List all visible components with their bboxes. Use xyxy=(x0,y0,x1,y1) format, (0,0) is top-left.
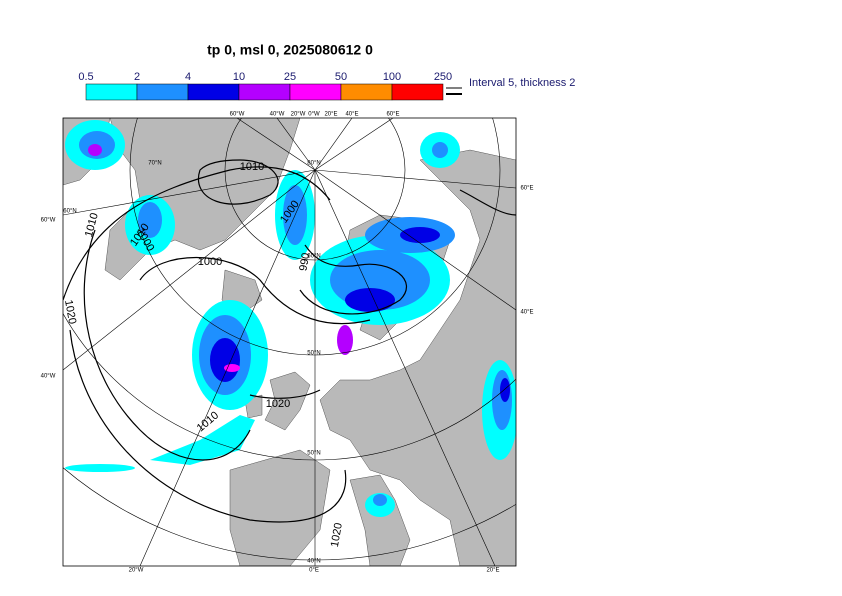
legend-swatch xyxy=(85,83,138,101)
contour-label: 1010 xyxy=(240,161,264,173)
legend-label: 10 xyxy=(233,71,245,83)
legend-swatch xyxy=(289,83,342,101)
graticule-label: 50°N xyxy=(307,451,320,457)
graticule-label: 40°E xyxy=(520,310,533,316)
graticule-label: 40°N xyxy=(307,559,320,565)
contour-label: 1000 xyxy=(198,256,222,268)
graticule-label: 60°E xyxy=(386,112,399,118)
legend: 0.5 2 4 10 25 50 100 250 xyxy=(78,71,452,101)
legend-label: 250 xyxy=(434,71,452,83)
graticule-label: 60°N xyxy=(307,254,320,260)
legend-label: 4 xyxy=(185,71,191,83)
graticule-label: 40°E xyxy=(345,112,358,118)
isobars xyxy=(63,159,516,523)
legend-label: 0.5 xyxy=(78,71,93,83)
graticule-label: 20°W xyxy=(291,112,306,118)
graticule-label: 60°W xyxy=(230,112,245,118)
contour-label: 1020 xyxy=(266,398,290,410)
graticule xyxy=(63,118,516,566)
graticule-label: 80°N xyxy=(307,161,320,167)
legend-label: 2 xyxy=(134,71,140,83)
contour-label: 1020 xyxy=(62,299,78,325)
legend-note: Interval 5, thickness 2 xyxy=(469,77,575,89)
graticule-label: 0°E xyxy=(309,568,319,574)
contour-label: 1020 xyxy=(329,522,345,548)
graticule-label: 60°E xyxy=(520,186,533,192)
graticule-label: 40°W xyxy=(270,112,285,118)
graticule-label: 20°E xyxy=(324,112,337,118)
legend-swatch xyxy=(391,83,444,101)
graticule-label: 70°N xyxy=(148,161,161,167)
legend-swatch xyxy=(136,83,189,101)
graticule-label: 60°N xyxy=(63,209,76,215)
legend-swatch xyxy=(340,83,393,101)
graticule-labels: 70°N 60°N 80°N 60°N 50°N 50°N 40°N xyxy=(63,161,320,565)
legend-swatch xyxy=(187,83,240,101)
border-labels: 60°W 40°W 20°W 0°W 20°E 40°E 60°E60°W40°W60°E4… xyxy=(41,112,534,574)
legend-label: 25 xyxy=(284,71,296,83)
graticule-label: 50°N xyxy=(307,351,320,357)
contour-label: 990 xyxy=(297,252,312,272)
legend-label: 100 xyxy=(383,71,401,83)
legend-label: 50 xyxy=(335,71,347,83)
legend-swatch xyxy=(238,83,291,101)
graticule-label: 0°W xyxy=(308,112,320,118)
graticule-label: 40°W xyxy=(41,374,56,380)
title: tp 0, msl 0, 2025080612 0 xyxy=(207,42,373,58)
graticule-label: 20°W xyxy=(129,568,144,574)
precipitation xyxy=(65,120,516,517)
map-frame xyxy=(62,117,517,567)
graticule-label: 60°W xyxy=(41,218,56,224)
graticule-label: 20°E xyxy=(486,568,499,574)
map: 1010100010001010100099010201010102010101… xyxy=(62,118,516,566)
